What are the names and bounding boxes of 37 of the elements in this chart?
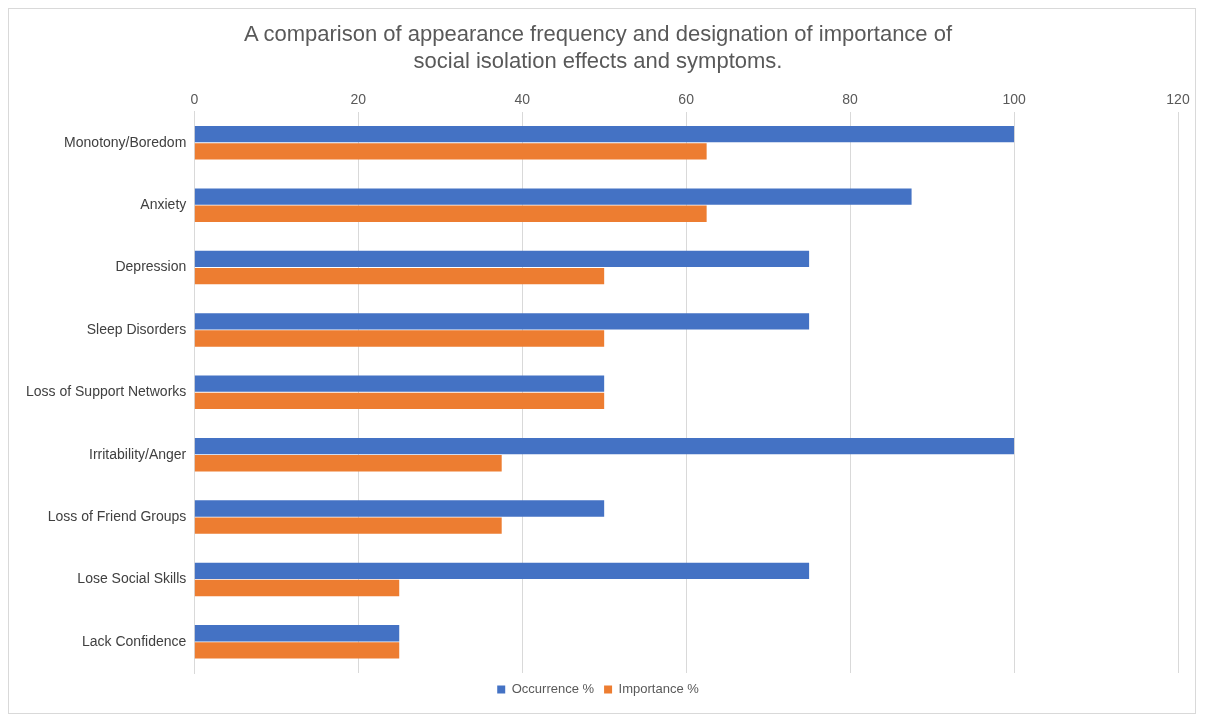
bar	[194, 625, 400, 642]
y-tick-label: Lose Social Skills	[77, 570, 187, 587]
bar	[194, 205, 707, 222]
x-tick-label: 60	[678, 91, 695, 108]
y-tick-label: Depression	[115, 258, 187, 275]
bar	[194, 143, 707, 160]
bar	[194, 517, 502, 534]
y-tick-label: Irritability/Anger	[89, 445, 187, 462]
y-tick-label: Loss of Support Networks	[26, 383, 187, 400]
y-tick-label: Monotony/Boredom	[64, 133, 187, 150]
bar	[194, 267, 605, 285]
bar	[194, 437, 1015, 455]
bar	[194, 455, 502, 472]
bar	[194, 392, 605, 410]
bar	[194, 642, 400, 659]
x-tick-label: 100	[1002, 91, 1026, 108]
x-tick-label: 0	[190, 91, 199, 108]
x-tick-label: 40	[514, 91, 531, 108]
y-tick-label: Sleep Disorders	[86, 320, 187, 337]
x-tick-label: 20	[350, 91, 367, 108]
legend-label: Occurrence %	[511, 681, 595, 697]
bar	[194, 500, 605, 517]
bar	[194, 579, 400, 597]
y-tick-label: Lack Confidence	[82, 632, 187, 649]
y-tick-label: Loss of Friend Groups	[47, 507, 187, 524]
bar	[194, 313, 810, 330]
x-tick-label: 80	[842, 91, 859, 108]
bar	[194, 375, 605, 392]
bar	[194, 250, 810, 268]
legend-label: Importance %	[618, 681, 700, 697]
bar	[194, 188, 912, 205]
y-tick-label: Anxiety	[140, 196, 187, 213]
x-tick-label: 120	[1166, 91, 1190, 108]
bar	[194, 126, 1015, 143]
bar	[194, 330, 605, 347]
chart-title: A comparison of appearance frequency and designation of importance of social isolation effects and symptoms.	[243, 21, 953, 73]
bar	[194, 562, 810, 579]
